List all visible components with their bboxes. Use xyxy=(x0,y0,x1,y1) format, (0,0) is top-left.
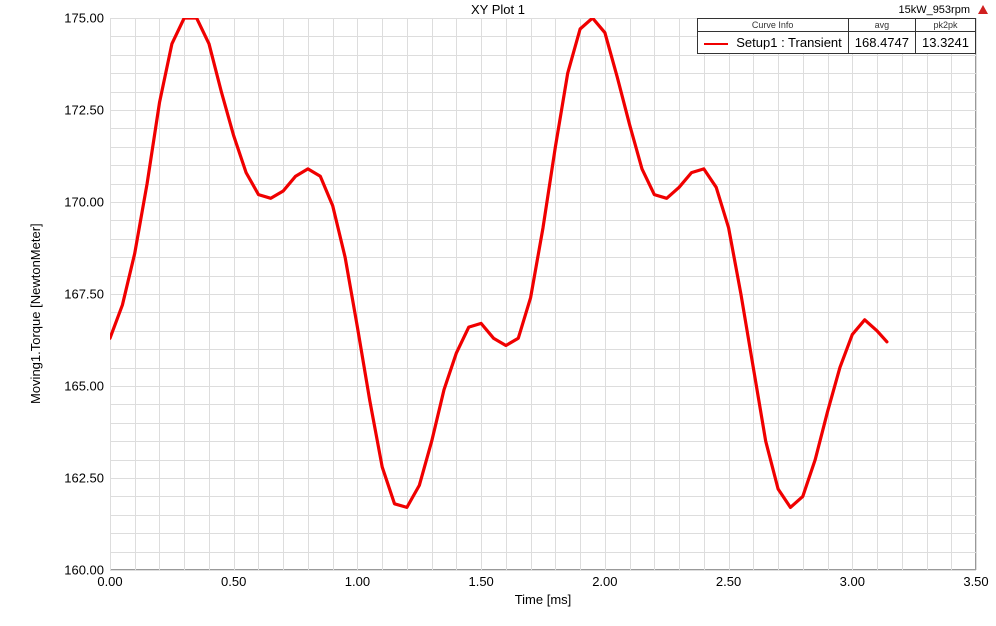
y-tick: 167.50 xyxy=(44,287,104,302)
legend-curve-text: Setup1 : Transient xyxy=(736,35,842,50)
legend-color-swatch xyxy=(704,43,728,45)
x-tick: 3.50 xyxy=(946,574,996,589)
legend-header-avg: avg xyxy=(849,19,915,32)
x-tick: 1.00 xyxy=(327,574,387,589)
x-tick: 0.00 xyxy=(80,574,140,589)
legend-header-pk2pk: pk2pk xyxy=(916,19,975,32)
x-tick: 1.50 xyxy=(451,574,511,589)
y-tick: 172.50 xyxy=(44,103,104,118)
data-series xyxy=(0,0,996,626)
y-axis-label: Moving1.Torque [NewtonMeter] xyxy=(28,223,43,404)
y-tick: 162.50 xyxy=(44,471,104,486)
chart-container: XY Plot 1 15kW_953rpm 160.00162.50165.00… xyxy=(0,0,996,626)
legend-header-curve: Curve Info xyxy=(698,19,848,32)
legend-pk2pk-value: 13.3241 xyxy=(916,32,975,53)
x-tick: 3.00 xyxy=(822,574,882,589)
legend-col-pk2pk: pk2pk 13.3241 xyxy=(916,19,975,53)
legend-col-curve: Curve Info Setup1 : Transient xyxy=(698,19,849,53)
legend-col-avg: avg 168.4747 xyxy=(849,19,916,53)
y-tick: 165.00 xyxy=(44,379,104,394)
y-tick: 170.00 xyxy=(44,195,104,210)
y-tick: 175.00 xyxy=(44,11,104,26)
legend-avg-value: 168.4747 xyxy=(849,32,915,53)
legend-curve-label: Setup1 : Transient xyxy=(698,32,848,53)
x-tick: 2.50 xyxy=(699,574,759,589)
x-tick: 0.50 xyxy=(204,574,264,589)
x-axis-label: Time [ms] xyxy=(110,592,976,607)
x-tick: 2.00 xyxy=(575,574,635,589)
legend: Curve Info Setup1 : Transient avg 168.47… xyxy=(697,18,976,54)
